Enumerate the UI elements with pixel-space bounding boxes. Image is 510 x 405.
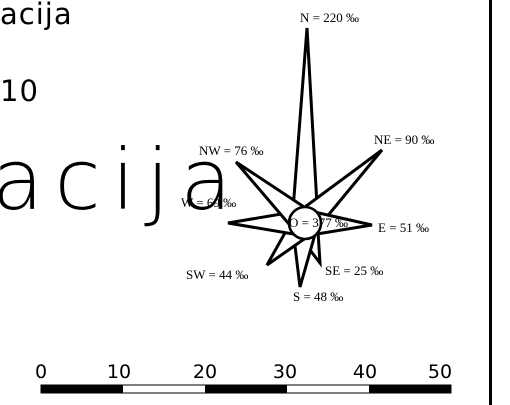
wind-label-nw: NW = 76 ‰ — [199, 143, 264, 158]
wind-label-se: SE = 25 ‰ — [325, 263, 383, 278]
wind-label-e: E = 51 ‰ — [378, 220, 429, 235]
wind-ray-n — [290, 27, 320, 225]
scale-bar-segment-0-10 — [41, 385, 123, 393]
wind-label-ne: NE = 90 ‰ — [374, 132, 434, 147]
wind-rose-labels: N = 220 ‰ NE = 90 ‰ E = 51 ‰ SE = 25 ‰ S = 4… — [181, 10, 434, 304]
wind-label-s: S = 48 ‰ — [293, 289, 343, 304]
scale-label-20: 20 — [193, 361, 217, 383]
scale-label-0: 0 — [35, 361, 47, 383]
calm-label: O = 377 ‰ — [289, 215, 348, 230]
map-frame-border — [489, 0, 492, 405]
map-title-large: acija — [0, 131, 243, 229]
wind-label-sw: SW = 44 ‰ — [186, 267, 248, 282]
calm-circle — [287, 205, 323, 241]
map-number: 10 — [0, 74, 39, 108]
scale-bar-labels: 0 10 20 30 40 50 — [35, 361, 452, 383]
scale-label-10: 10 — [107, 361, 131, 383]
scale-bar: 0 10 20 30 40 50 — [35, 361, 452, 394]
wind-label-n: N = 220 ‰ — [300, 10, 359, 25]
scale-bar-segment-40-50 — [369, 385, 451, 393]
scale-bar-segment-20-30 — [205, 385, 287, 393]
wind-label-w: W = 69 ‰ — [181, 195, 236, 210]
scale-label-50: 50 — [428, 361, 452, 383]
scale-label-30: 30 — [273, 361, 297, 383]
scale-label-40: 40 — [353, 361, 377, 383]
map-title-small: acija — [0, 0, 73, 31]
